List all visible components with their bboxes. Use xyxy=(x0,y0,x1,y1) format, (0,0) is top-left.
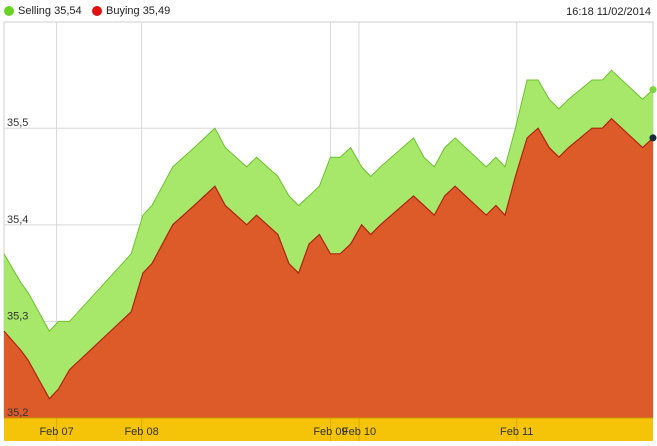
y-tick-label-2: 35,4 xyxy=(7,214,28,226)
legend-bar: Selling 35,54 Buying 35,49 16:18 11/02/2… xyxy=(0,0,657,22)
x-tick-label-3: Feb 10 xyxy=(342,426,376,438)
legend-selling-label: Selling 35,54 xyxy=(18,5,82,17)
selling-line xyxy=(3,69,654,332)
selling-end-point xyxy=(649,86,657,94)
buying-end-point xyxy=(649,134,657,142)
x-tick-label-4: Feb 11 xyxy=(500,426,533,438)
y-tick-label-3: 35,5 xyxy=(7,117,28,129)
x-tick-label-1: Feb 08 xyxy=(124,426,158,438)
selling-dot-icon xyxy=(4,6,14,16)
y-tick-label-0: 35,2 xyxy=(7,407,28,419)
legend-buying-label: Buying 35,49 xyxy=(106,5,171,17)
legend-item-buying[interactable]: Buying 35,49 xyxy=(92,5,170,17)
x-axis-band xyxy=(4,418,653,441)
timestamp: 16:18 11/02/2014 xyxy=(566,6,651,18)
x-tick-label-0: Feb 07 xyxy=(39,426,73,438)
y-tick-label-1: 35,3 xyxy=(7,310,28,322)
buying-dot-icon xyxy=(92,6,102,16)
buying-line xyxy=(3,117,654,400)
x-tick-label-2: Feb 09 xyxy=(313,426,347,438)
legend-item-selling[interactable]: Selling 35,54 xyxy=(4,5,82,17)
buying-area xyxy=(4,118,653,418)
